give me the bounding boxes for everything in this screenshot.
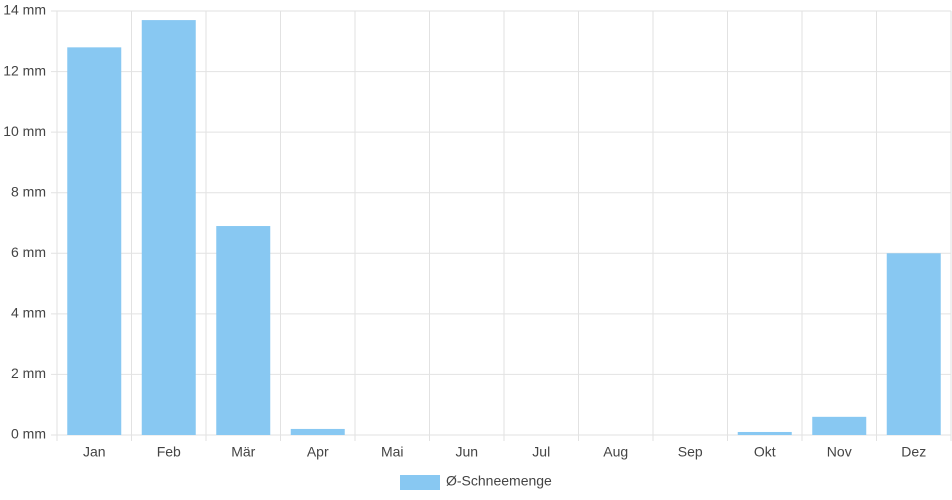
y-tick-label: 10 mm — [3, 123, 46, 139]
bar — [737, 431, 792, 435]
bar — [67, 47, 122, 435]
x-tick-label: Dez — [901, 444, 926, 460]
bar — [812, 416, 867, 435]
x-tick-label: Nov — [827, 444, 852, 460]
x-tick-label: Okt — [754, 444, 776, 460]
legend-label: Ø-Schneemenge — [446, 473, 552, 489]
bar — [290, 428, 345, 435]
bar — [141, 20, 196, 435]
x-tick-label: Sep — [678, 444, 703, 460]
x-tick-label: Mai — [381, 444, 404, 460]
x-tick-label: Jun — [455, 444, 478, 460]
x-tick-label: Apr — [307, 444, 329, 460]
x-tick-label: Mär — [231, 444, 255, 460]
legend-swatch — [400, 475, 440, 490]
y-tick-label: 4 mm — [11, 305, 46, 321]
y-tick-label: 0 mm — [11, 426, 46, 442]
bar — [886, 253, 941, 435]
bar — [216, 226, 271, 435]
x-tick-label: Jul — [532, 444, 550, 460]
x-tick-label: Aug — [603, 444, 628, 460]
x-tick-label: Feb — [157, 444, 181, 460]
y-tick-label: 14 mm — [3, 2, 46, 18]
y-tick-label: 8 mm — [11, 183, 46, 199]
x-tick-label: Jan — [83, 444, 106, 460]
y-tick-label: 12 mm — [3, 62, 46, 78]
y-tick-label: 6 mm — [11, 244, 46, 260]
y-tick-label: 2 mm — [11, 365, 46, 381]
